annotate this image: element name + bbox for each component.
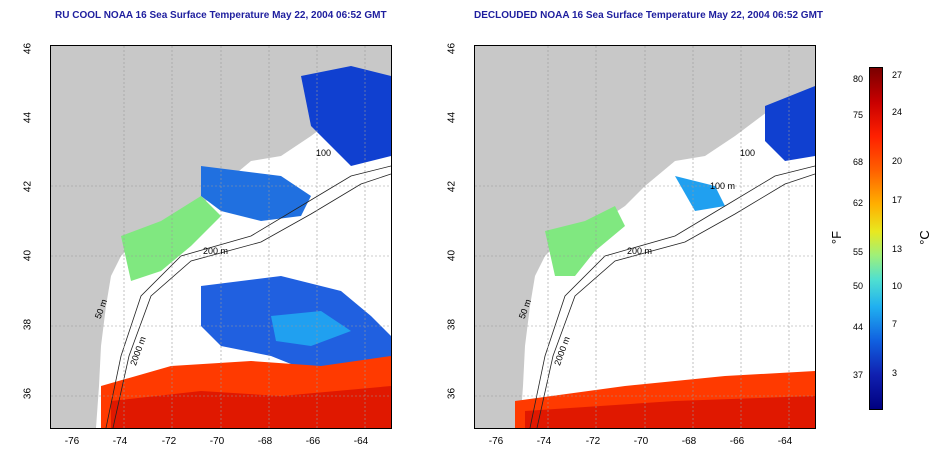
left-lon-tick-72: -72 bbox=[161, 436, 177, 447]
fahrenheit-unit-label: °F bbox=[829, 230, 845, 245]
left-lat-tick-42: 42 bbox=[22, 180, 34, 193]
left-lon-tick-74: -74 bbox=[112, 436, 128, 447]
left-lat-tick-44: 44 bbox=[22, 111, 34, 124]
left-lon-tick-70: -70 bbox=[209, 436, 225, 447]
left-map-title: RU COOL NOAA 16 Sea Surface Temperature … bbox=[55, 10, 387, 21]
colorbar-c-tick: 3 bbox=[892, 368, 898, 378]
right-lat-tick-46: 46 bbox=[446, 42, 458, 55]
celsius-unit-label: °C bbox=[916, 230, 932, 245]
right-map-title: DECLOUDED NOAA 16 Sea Surface Temperatur… bbox=[474, 10, 824, 21]
colorbar-f-tick: 55 bbox=[852, 247, 863, 257]
colorbar-f-tick: 62 bbox=[852, 198, 863, 208]
mild-region bbox=[121, 196, 221, 281]
isobath-label-200: 200 m bbox=[627, 246, 653, 256]
isobath-contour bbox=[529, 165, 815, 428]
colorbar-f-tick: 68 bbox=[852, 157, 863, 167]
right-lon-tick-66: -66 bbox=[729, 436, 745, 447]
isobath-contour bbox=[105, 165, 391, 428]
isobath-label-100m: 100 m bbox=[710, 181, 736, 191]
right-lon-tick-68: -68 bbox=[681, 436, 697, 447]
left-sst-map: 100 200 m 50 m 2000 m bbox=[50, 45, 392, 429]
colorbar-f-tick: 44 bbox=[852, 322, 863, 332]
left-lon-tick-66: -66 bbox=[305, 436, 321, 447]
colorbar-f-tick: 37 bbox=[852, 370, 863, 380]
isobath-label-200: 200 m bbox=[203, 246, 229, 256]
left-lon-tick-68: -68 bbox=[257, 436, 273, 447]
left-map-canvas bbox=[51, 46, 391, 428]
isobath-label-100: 100 bbox=[316, 148, 332, 158]
right-map-canvas bbox=[475, 46, 815, 428]
right-lon-tick-76: -76 bbox=[488, 436, 504, 447]
colorbar-c-tick: 24 bbox=[892, 107, 903, 117]
colorbar-f-tick: 50 bbox=[852, 281, 863, 291]
right-lat-tick-42: 42 bbox=[446, 180, 458, 193]
colorbar-c-tick: 17 bbox=[892, 195, 903, 205]
cold-region bbox=[765, 86, 815, 161]
right-lat-tick-38: 38 bbox=[446, 318, 458, 331]
right-sst-map: 100 100 m 200 m 50 m 2000 m bbox=[474, 45, 816, 429]
right-lon-tick-70: -70 bbox=[633, 436, 649, 447]
land-mass bbox=[51, 46, 391, 428]
temperature-colorbar bbox=[869, 67, 883, 410]
right-lon-tick-74: -74 bbox=[536, 436, 552, 447]
right-lon-tick-64: -64 bbox=[777, 436, 793, 447]
cold-region bbox=[301, 66, 391, 166]
colorbar-f-tick: 80 bbox=[852, 74, 863, 84]
mild-region bbox=[545, 206, 625, 276]
left-lat-tick-36: 36 bbox=[22, 387, 34, 400]
colorbar-c-tick: 27 bbox=[892, 70, 903, 80]
colorbar-c-tick: 10 bbox=[892, 281, 903, 291]
right-lon-tick-72: -72 bbox=[585, 436, 601, 447]
colorbar-f-tick: 75 bbox=[852, 110, 863, 120]
land-mass bbox=[475, 46, 815, 428]
left-lat-tick-40: 40 bbox=[22, 249, 34, 262]
left-lon-tick-76: -76 bbox=[64, 436, 80, 447]
isobath-label-100: 100 bbox=[740, 148, 756, 158]
colorbar-c-tick: 7 bbox=[892, 319, 898, 329]
colorbar-c-tick: 13 bbox=[892, 244, 903, 254]
right-lat-tick-44: 44 bbox=[446, 111, 458, 124]
left-lat-tick-38: 38 bbox=[22, 318, 34, 331]
colorbar-c-tick: 20 bbox=[892, 156, 903, 166]
right-lat-tick-36: 36 bbox=[446, 387, 458, 400]
left-lon-tick-64: -64 bbox=[353, 436, 369, 447]
left-lat-tick-46: 46 bbox=[22, 42, 34, 55]
right-lat-tick-40: 40 bbox=[446, 249, 458, 262]
